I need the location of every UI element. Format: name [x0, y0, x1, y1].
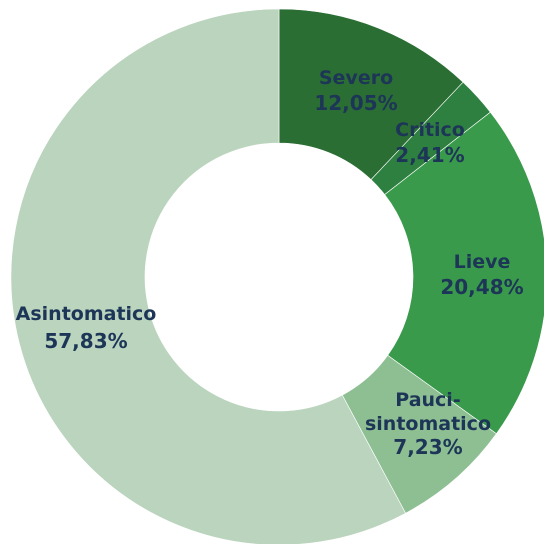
slice-label-asintomatico: Asintomatico: [16, 303, 157, 325]
slice-value-pauci-sintomatico: 7,23%: [393, 435, 462, 459]
slice-value-critico: 2,41%: [395, 143, 464, 167]
slice-label-critico: Critico: [395, 119, 465, 141]
donut-slices: [10, 8, 544, 544]
slice-value-severo: 12,05%: [314, 91, 397, 115]
slice-label-pauci-sintomatico-1: Pauci-: [395, 389, 460, 411]
slice-label-severo: Severo: [319, 67, 393, 89]
slice-asintomatico: [10, 8, 407, 544]
slice-label-lieve: Lieve: [454, 251, 511, 273]
slice-label-pauci-sintomatico-2: sintomatico: [365, 413, 491, 435]
slice-value-lieve: 20,48%: [440, 275, 523, 299]
slice-lieve: [384, 111, 544, 435]
slice-value-asintomatico: 57,83%: [44, 329, 127, 353]
